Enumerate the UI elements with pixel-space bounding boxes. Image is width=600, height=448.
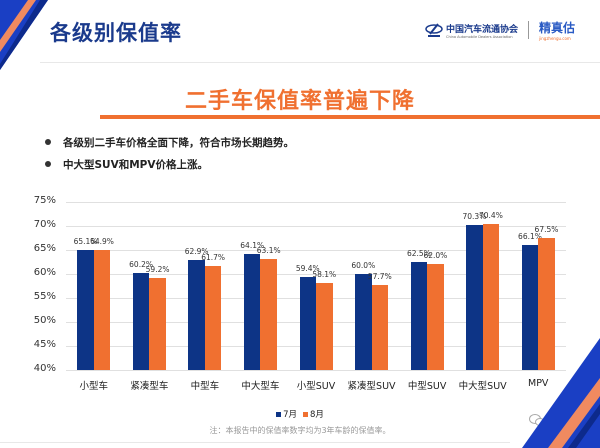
bar-july (77, 249, 94, 370)
cada-logo: 中国汽车流通协会 China Automobile Dealers Associ… (425, 22, 518, 39)
data-label: 64.1% (240, 241, 265, 251)
y-axis-tick-label: 70% (33, 219, 56, 230)
x-axis-category-label: 紧凑型车 (130, 381, 169, 392)
jzg-name-en: jingzhengu.com (539, 36, 571, 41)
footnote: 注：本报告中的保值率数字均为3年车龄的保值率。 (209, 426, 391, 435)
y-axis-tick-label: 50% (33, 315, 56, 326)
bar-july (299, 276, 316, 370)
bullet-list: 各级别二手车价格全面下降，符合市场长期趋势。 中大型SUV和MPV价格上涨。 (45, 133, 294, 177)
y-axis-tick-label: 40% (33, 363, 56, 374)
x-axis-category-label: 小型SUV (296, 381, 336, 392)
data-label: 70.3% (462, 211, 487, 221)
bar-august (538, 238, 555, 370)
header-divider (40, 62, 600, 63)
data-label: 64.9% (90, 237, 114, 247)
cada-name-en: China Automobile Dealers Association (446, 34, 513, 39)
gridline (66, 370, 566, 371)
bullet-item: 中大型SUV和MPV价格上涨。 (45, 155, 294, 173)
jzg-logo: 精真估 jingzhengu.com (539, 19, 575, 41)
page-title: 各级别保值率 (50, 21, 182, 45)
data-label: 61.7% (201, 252, 226, 262)
legend-item-july: 7月 (276, 408, 297, 420)
bar-july (521, 244, 539, 370)
bar-july (355, 274, 372, 370)
logo-separator (528, 21, 530, 39)
bar-august (427, 264, 444, 370)
y-axis-tick-label: 55% (33, 291, 56, 302)
legend-swatch-july (276, 411, 282, 417)
bar-august (93, 250, 111, 370)
cada-emblem-icon (425, 23, 443, 37)
logo-group: 中国汽车流通协会 China Automobile Dealers Associ… (425, 19, 575, 41)
gridline (66, 226, 566, 227)
corner-stripes-top-left (0, 0, 48, 70)
x-axis-category-label: 小型车 (79, 381, 109, 392)
data-label: 58.1% (312, 270, 337, 280)
data-label: 59.2% (145, 264, 170, 274)
data-label: 60.2% (129, 260, 153, 270)
x-axis-category-label: MPV (528, 378, 549, 389)
bar-august (371, 285, 389, 370)
bar-july (410, 262, 428, 370)
y-axis-tick-label: 45% (33, 339, 56, 350)
x-axis-category-label: 中大型车 (241, 381, 280, 392)
data-label: 65.1% (73, 236, 98, 246)
bullet-text: 各级别二手车价格全面下降，符合市场长期趋势。 (63, 136, 294, 149)
x-axis-category-label: 紧凑型SUV (347, 381, 396, 392)
data-label: 66.1% (518, 231, 542, 241)
data-label: 57.7% (367, 272, 392, 282)
bar-july (132, 273, 150, 370)
x-axis-category-label: 中大型SUV (458, 381, 507, 392)
bar-july (243, 254, 261, 370)
bullet-text: 中大型SUV和MPV价格上涨。 (63, 158, 208, 171)
bar-august (482, 224, 500, 370)
legend-label-august: 8月 (310, 410, 324, 420)
bar-august (149, 277, 166, 370)
data-label: 59.4% (295, 263, 320, 273)
gridline (66, 202, 566, 203)
bar-august (316, 283, 333, 370)
bar-chart: 75% 70% 65% 60% 55% 50% 45% 40% 65.1% 64.9% 小型车 60.… (0, 190, 600, 400)
chart-legend: 7月 8月 (0, 408, 600, 420)
chart-title: 二手车保值率普遍下降 (184, 89, 415, 114)
y-axis-tick-label: 75% (33, 195, 56, 206)
jzg-name-cn: 精真估 (539, 21, 576, 35)
legend-label-july: 7月 (283, 410, 297, 420)
bullet-dot-icon (45, 139, 51, 145)
gridline (66, 250, 566, 251)
orange-divider (100, 115, 600, 119)
x-axis-category-label: 中型车 (190, 381, 220, 392)
data-label: 62.9% (184, 247, 209, 257)
bullet-item: 各级别二手车价格全面下降，符合市场长期趋势。 (45, 133, 294, 151)
bullet-dot-icon (45, 161, 51, 167)
data-label: 70.4% (478, 211, 503, 221)
bar-august (260, 259, 277, 370)
y-axis-tick-label: 60% (33, 267, 56, 278)
legend-item-august: 8月 (303, 408, 324, 420)
bar-july (188, 260, 205, 370)
bar-july (466, 224, 483, 370)
gridline (66, 274, 566, 275)
data-label: 67.5% (534, 225, 559, 234)
legend-swatch-august (303, 411, 308, 417)
data-label: 60.0% (351, 261, 376, 270)
footer-divider (0, 442, 510, 443)
bar-august (204, 265, 222, 370)
x-axis-category-label: 中型SUV (407, 381, 447, 392)
data-label: 62.5% (406, 249, 431, 258)
data-label: 62.0% (423, 251, 448, 261)
corner-stripes-bottom-right (522, 338, 600, 448)
data-label: 63.1% (256, 246, 281, 256)
cada-name-cn: 中国汽车流通协会 (446, 24, 519, 35)
y-axis-tick-label: 65% (33, 243, 56, 254)
